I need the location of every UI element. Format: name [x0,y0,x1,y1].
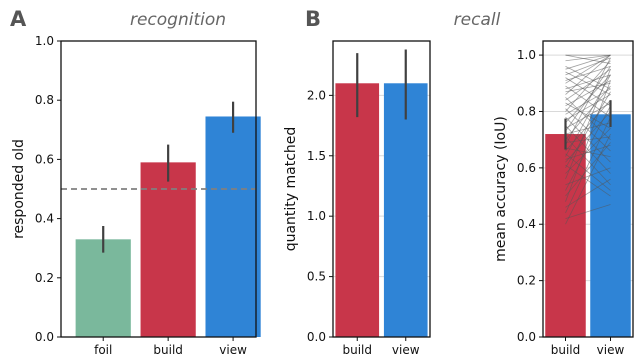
recognition-xtick-label: view [219,343,247,357]
quantity-ytick-label: 1.0 [307,209,326,223]
recall-panel: 0.0 0.2 0.4 0.6 0.8 1.0 build view mean accuracy… [454,10,634,357]
recall-bar-view [590,114,631,338]
recall-ytick-label: 0.0 [517,330,536,344]
recall-participant-line [565,54,611,95]
recognition-ytick-label: 0.8 [35,93,54,107]
panel-b-letter: B [305,7,321,31]
quantity-ylabel: quantity matched [283,127,299,252]
quantity-ytick-label: 0.0 [307,330,326,344]
recall-participant-line [565,128,611,174]
recall-participant-line [565,178,611,208]
recall-participant-line [565,164,611,197]
recall-title: recall [454,10,501,30]
recall-participant-line [565,94,611,121]
recall-participant-line [565,60,611,112]
quantity-bar-view [383,83,428,338]
recall-xtick-label: view [597,343,625,357]
quantity-frame [332,40,431,338]
recall-participant-line [565,54,611,70]
quantity-bar-build [335,83,380,338]
recall-participant-line [565,144,611,160]
recall-participant-line [565,204,611,219]
recall-participant-line [565,80,611,202]
recall-frame [542,40,634,338]
recall-ytick-label: 0.4 [517,217,536,231]
recall-participant-line [565,116,611,214]
recall-ytick-label: 0.6 [517,161,536,175]
recognition-xtick-label: foil [94,343,112,357]
quantity-ytick-label: 2.0 [307,88,326,102]
recall-ylabel: mean accuracy (IoU) [493,116,509,262]
recall-participant-line [565,91,611,169]
panel-a-letter: A [10,7,27,31]
recall-ytick-label: 1.0 [517,48,536,62]
recall-participant-line [565,66,611,90]
recognition-ytick-label: 0.4 [35,212,54,226]
recognition-xtick-label: build [153,343,183,357]
recall-xtick-label: build [551,343,581,357]
quantity-ytick-label: 1.5 [307,149,326,163]
recognition-ytick-label: 0.2 [35,271,54,285]
quantity-xtick-label: build [342,343,372,357]
recognition-bar-foil [75,239,131,337]
quantity-ytick-label: 0.5 [307,270,326,284]
recall-participant-line [565,68,611,101]
recognition-ytick-label: 0.0 [35,330,54,344]
quantity-panel: 0.0 0.5 1.0 1.5 2.0 build view quantity matched [283,40,431,357]
recall-participant-line [565,57,611,76]
recall-participant-line [565,125,611,174]
recall-participant-line [565,136,611,143]
recognition-frame [60,40,257,338]
recall-participant-line [565,66,611,132]
recognition-panel: 0.0 0.2 0.4 0.6 0.8 1.0 foil build view responded… [11,10,261,357]
recall-participant-line [565,54,611,62]
recall-participant-line [565,122,611,135]
recognition-bar-build [140,162,196,337]
recognition-title: recognition [130,10,226,30]
recall-ytick-label: 0.8 [517,104,536,118]
recall-participant-line [565,71,611,95]
recall-participant-line [565,105,611,191]
recall-ytick-label: 0.2 [517,274,536,288]
recall-participant-line [565,69,611,180]
recall-participant-line [565,57,611,146]
recall-participant-line [565,136,611,186]
recall-participant-line [565,133,611,225]
recognition-ytick-label: 1.0 [35,34,54,48]
quantity-xtick-label: view [392,343,420,357]
recall-participant-line [565,54,611,84]
recognition-bar-view [205,116,261,337]
recognition-ytick-label: 0.6 [35,152,54,166]
recall-participant-line [565,142,611,197]
recall-participant-line [565,80,611,107]
recognition-ylabel: responded old [11,139,27,239]
